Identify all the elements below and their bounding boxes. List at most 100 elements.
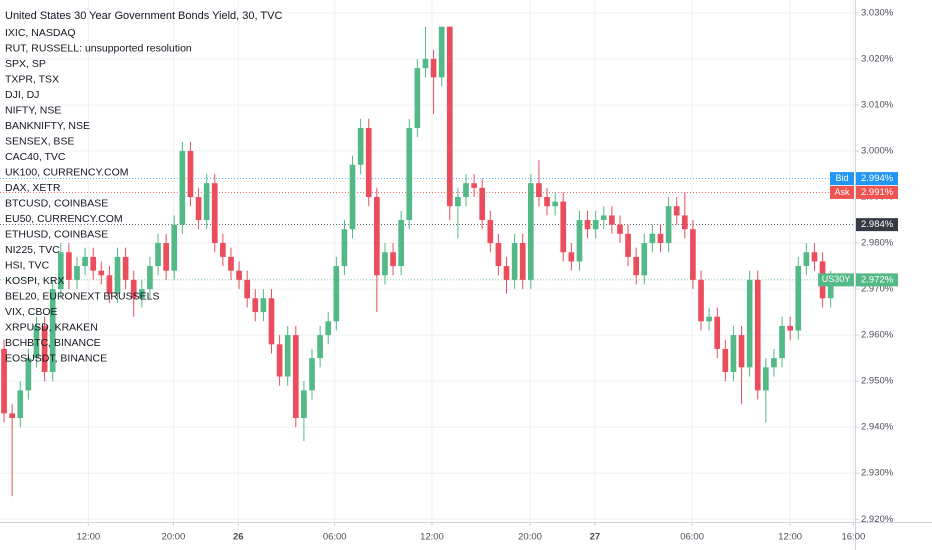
- x-tick-label: 16:00: [841, 532, 865, 543]
- candle-body: [811, 252, 818, 262]
- y-tick-label: 2.940%: [861, 422, 894, 433]
- candle-body: [722, 348, 729, 372]
- price-label: 2.991%: [861, 187, 894, 198]
- candle-body: [463, 183, 469, 198]
- candle-body: [138, 289, 145, 299]
- candles: [1, 26, 834, 497]
- candle-body: [66, 252, 72, 280]
- candle-body: [430, 58, 437, 78]
- candle-body: [560, 201, 567, 253]
- x-tick-label: 27: [590, 532, 601, 543]
- candle-body: [292, 335, 299, 418]
- candle-body: [41, 325, 48, 372]
- candle-body: [827, 279, 834, 299]
- y-tick-label: 2.930%: [861, 468, 894, 479]
- candle-body: [309, 358, 315, 391]
- candle-body: [33, 325, 40, 359]
- candle-body: [641, 243, 648, 276]
- x-tick-label: 20:00: [518, 532, 542, 543]
- candle-body: [82, 256, 88, 267]
- candle-body: [730, 335, 737, 372]
- candle-body: [763, 367, 769, 391]
- legend-symbol: HSI, TVC: [5, 259, 50, 271]
- candle-body: [657, 233, 664, 244]
- y-tick-label: 2.920%: [861, 514, 894, 525]
- legend-symbol: EU50, CURRENCY.COM: [5, 213, 123, 225]
- legend-symbol: BTCUSD, COINBASE: [5, 197, 108, 209]
- candle-body: [98, 270, 105, 276]
- candle-body: [9, 413, 15, 418]
- candle-body: [681, 215, 688, 230]
- legend-symbol: EOSUSDT, BINANCE: [5, 352, 107, 364]
- y-tick-label: 2.970%: [861, 284, 894, 295]
- price-name-box: [830, 185, 854, 199]
- y-tick-label: 3.000%: [861, 145, 894, 156]
- candle-body: [195, 197, 202, 221]
- candle-body: [471, 183, 477, 188]
- candle-body: [163, 243, 169, 271]
- price-label-box: [856, 172, 898, 186]
- candle-body: [17, 390, 24, 418]
- y-tick-label: 2.980%: [861, 238, 894, 249]
- candle-body: [552, 201, 558, 207]
- candle-body: [422, 58, 429, 69]
- x-tick-label: 06:00: [680, 532, 704, 543]
- candle-body: [414, 68, 421, 128]
- x-tick-label: 20:00: [162, 532, 186, 543]
- candle-body: [649, 233, 656, 244]
- candle-body: [276, 344, 283, 377]
- candle-body: [746, 279, 753, 368]
- x-tick-label: 12:00: [778, 532, 802, 543]
- y-tick-label: 2.950%: [861, 376, 894, 387]
- legend-symbol: DJI, DJ: [5, 89, 39, 101]
- candle-body: [203, 183, 210, 221]
- candle-body: [390, 252, 396, 267]
- legend-symbol: BANKNIFTY, NSE: [5, 120, 90, 132]
- legend-symbol: TXPR, TSX: [5, 73, 59, 85]
- candle-body: [795, 266, 802, 331]
- candle-body: [374, 197, 380, 276]
- candle-body: [446, 26, 453, 207]
- legend-symbol: KOSPI, KRX: [5, 275, 65, 287]
- candle-body: [333, 266, 340, 322]
- candle-body: [625, 233, 631, 257]
- candle-body: [220, 243, 226, 257]
- candle-body: [317, 335, 323, 359]
- candle-body: [268, 298, 275, 345]
- price-label: 2.994%: [861, 173, 894, 184]
- candle-body: [357, 127, 364, 165]
- candle-body: [122, 256, 129, 280]
- y-tick-label: 3.030%: [861, 7, 894, 18]
- candle-body: [609, 215, 615, 225]
- legend-symbol: BEL20, EURONEXT BRUSSELS: [5, 290, 159, 302]
- price-name-box: [830, 172, 854, 186]
- legend-symbol: RUT, RUSSELL: unsupported resolution: [5, 42, 192, 54]
- candle-body: [576, 220, 583, 262]
- price-label: 2.972%: [861, 274, 894, 285]
- candle-body: [57, 252, 64, 290]
- candle-body: [438, 26, 445, 78]
- candle-body: [211, 183, 218, 244]
- candle-body: [633, 256, 640, 276]
- x-tick-label: 26: [233, 532, 244, 543]
- candle-body: [771, 358, 777, 368]
- candle-body: [779, 325, 785, 359]
- candle-body: [325, 321, 332, 336]
- candle-body: [171, 224, 178, 271]
- candle-body: [568, 252, 575, 262]
- price-label-box: [856, 218, 898, 232]
- candle-body: [527, 183, 534, 280]
- candle-body: [706, 316, 712, 322]
- candle-body: [382, 252, 388, 276]
- candle-body: [787, 325, 794, 331]
- legend-symbol: IXIC, NASDAQ: [5, 27, 76, 39]
- legend-symbol: DAX, XETR: [5, 182, 61, 194]
- candle-body: [106, 275, 113, 294]
- candle-body: [236, 270, 242, 280]
- legend-symbol: SENSEX, BSE: [5, 135, 74, 147]
- candle-body: [600, 215, 607, 221]
- legend-symbol: SPX, SP: [5, 58, 46, 70]
- candle-body: [90, 256, 97, 271]
- candle-body: [803, 252, 810, 267]
